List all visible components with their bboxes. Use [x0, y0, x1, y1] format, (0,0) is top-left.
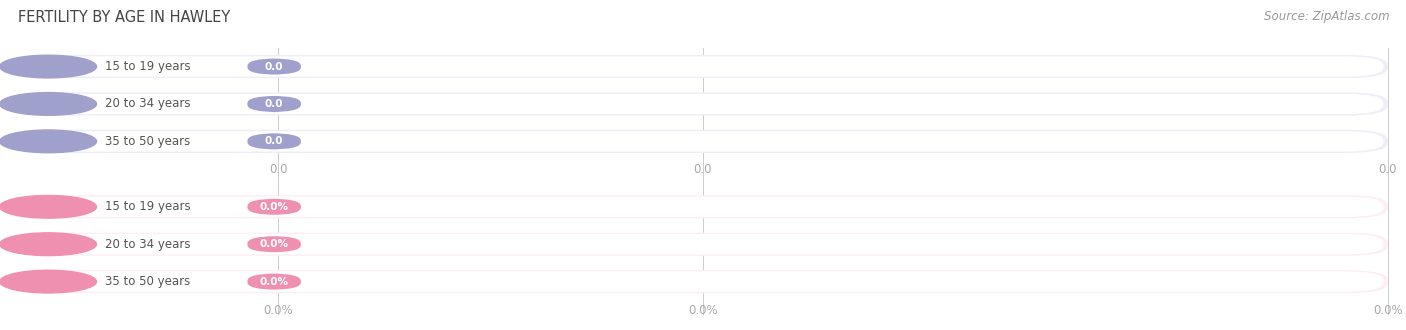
- Text: 0.0%: 0.0%: [260, 202, 288, 212]
- Text: Source: ZipAtlas.com: Source: ZipAtlas.com: [1264, 10, 1389, 23]
- FancyBboxPatch shape: [18, 55, 1388, 78]
- Text: 0.0: 0.0: [264, 136, 284, 146]
- FancyBboxPatch shape: [247, 199, 301, 215]
- FancyBboxPatch shape: [247, 236, 301, 252]
- Text: 15 to 19 years: 15 to 19 years: [105, 200, 191, 213]
- Text: 20 to 34 years: 20 to 34 years: [105, 238, 190, 251]
- Text: 15 to 19 years: 15 to 19 years: [105, 60, 191, 73]
- Text: 35 to 50 years: 35 to 50 years: [105, 275, 190, 288]
- Text: 0.0: 0.0: [1378, 163, 1398, 176]
- FancyBboxPatch shape: [35, 131, 1384, 151]
- Circle shape: [0, 233, 97, 255]
- Text: 35 to 50 years: 35 to 50 years: [105, 135, 190, 148]
- Circle shape: [0, 130, 97, 153]
- FancyBboxPatch shape: [247, 58, 301, 75]
- FancyBboxPatch shape: [35, 197, 1384, 217]
- Text: 0.0%: 0.0%: [688, 304, 718, 316]
- FancyBboxPatch shape: [35, 271, 1384, 292]
- FancyBboxPatch shape: [247, 133, 301, 149]
- FancyBboxPatch shape: [18, 195, 1388, 218]
- Circle shape: [0, 195, 97, 218]
- FancyBboxPatch shape: [18, 130, 1388, 153]
- Text: 0.0%: 0.0%: [1372, 304, 1403, 316]
- Text: 0.0: 0.0: [693, 163, 713, 176]
- FancyBboxPatch shape: [35, 234, 1384, 254]
- Text: 0.0: 0.0: [264, 99, 284, 109]
- FancyBboxPatch shape: [35, 94, 1384, 114]
- FancyBboxPatch shape: [35, 56, 1384, 77]
- Circle shape: [0, 93, 97, 115]
- Text: FERTILITY BY AGE IN HAWLEY: FERTILITY BY AGE IN HAWLEY: [18, 10, 231, 25]
- Text: 0.0: 0.0: [264, 62, 284, 72]
- FancyBboxPatch shape: [247, 274, 301, 290]
- Text: 0.0%: 0.0%: [260, 239, 288, 249]
- FancyBboxPatch shape: [18, 92, 1388, 115]
- FancyBboxPatch shape: [18, 270, 1388, 293]
- Text: 20 to 34 years: 20 to 34 years: [105, 97, 190, 111]
- Circle shape: [0, 55, 97, 78]
- Text: 0.0%: 0.0%: [263, 304, 294, 316]
- FancyBboxPatch shape: [247, 96, 301, 112]
- Text: 0.0: 0.0: [269, 163, 288, 176]
- FancyBboxPatch shape: [18, 233, 1388, 256]
- Circle shape: [0, 270, 97, 293]
- Text: 0.0%: 0.0%: [260, 277, 288, 286]
